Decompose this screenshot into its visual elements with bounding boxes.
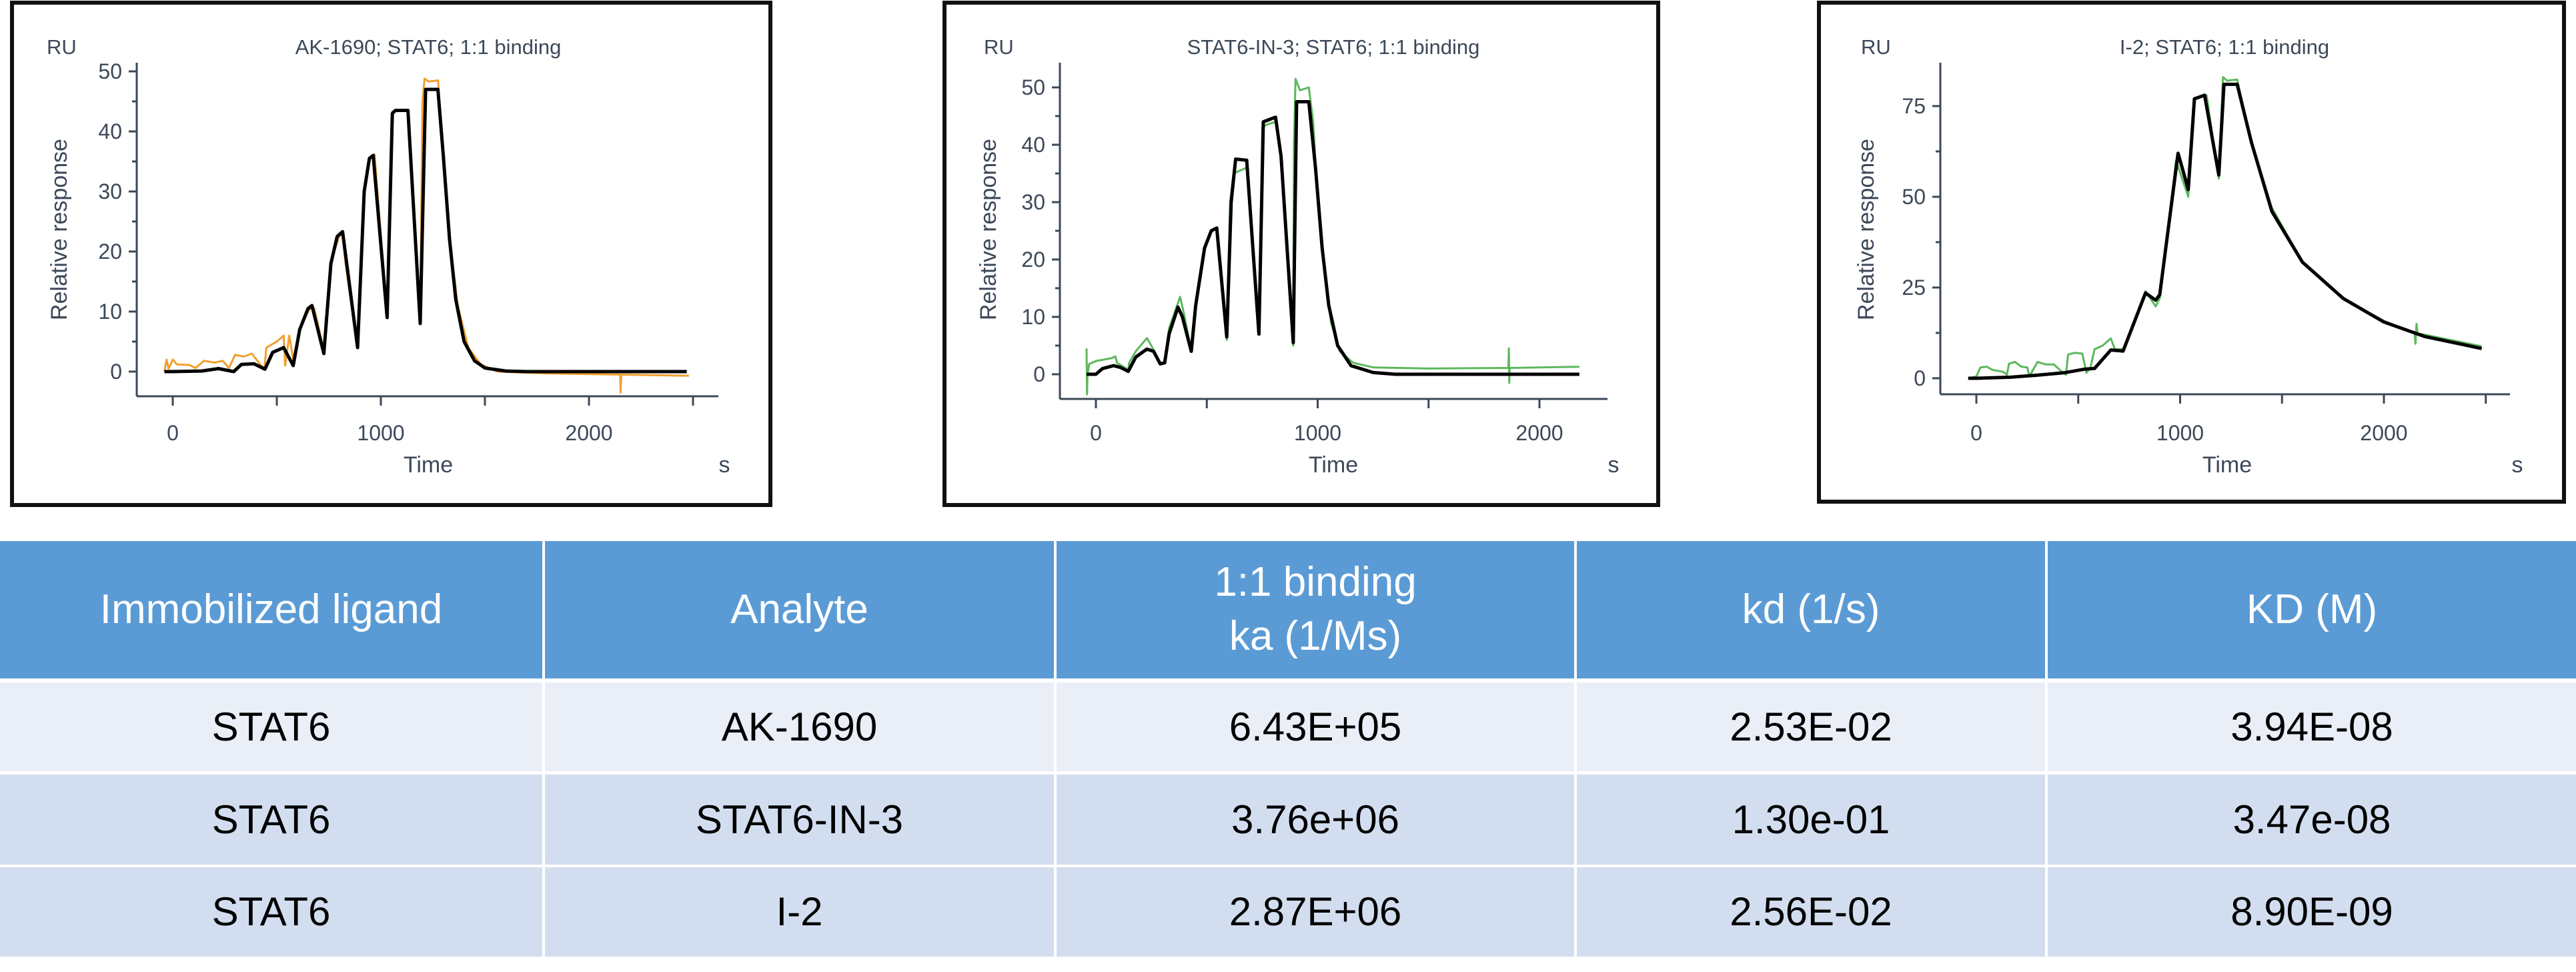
y-axis-label: Relative response <box>976 139 1001 320</box>
y-tick-label: 75 <box>1902 94 1926 118</box>
cell-analyte: I-2 <box>545 867 1054 957</box>
header-ka-unit: ka (1/Ms) <box>1229 613 1402 659</box>
table-row: STAT6 AK-1690 6.43E+05 2.53E-02 3.94E-08 <box>0 682 2576 771</box>
y-unit-label: RU <box>984 35 1014 59</box>
x-axis-label: Time <box>404 452 453 478</box>
cell-KD: 3.94E-08 <box>2048 682 2576 771</box>
header-analyte: Analyte <box>545 541 1054 678</box>
x-tick-label: 1000 <box>357 421 404 445</box>
fit-curve <box>1968 82 2483 380</box>
y-tick-label: 30 <box>98 179 122 203</box>
table-header-row: Immobilized ligand Analyte 1:1 binding k… <box>0 541 2576 678</box>
x-unit-label: s <box>1608 452 1620 478</box>
cell-KD: 8.90E-09 <box>2048 867 2576 957</box>
x-tick-label: 0 <box>1970 421 1982 445</box>
y-unit-label: RU <box>47 35 77 59</box>
header-KD: KD (M) <box>2048 541 2576 678</box>
y-tick-label: 0 <box>110 360 122 384</box>
y-tick-label: 10 <box>98 300 122 324</box>
cell-analyte: AK-1690 <box>545 682 1054 771</box>
cell-KD: 3.47e-08 <box>2048 775 2576 865</box>
sensorgram-chart: 0 25 50 75 0 1000 2000 I-2; STAT6; 1:1 binding R… <box>1817 1 2566 504</box>
x-unit-label: s <box>719 452 730 478</box>
y-tick-label: 25 <box>1902 276 1926 300</box>
y-tick-label: 0 <box>1914 366 1926 390</box>
y-tick-label: 0 <box>1033 362 1045 386</box>
chart-title: I-2; STAT6; 1:1 binding <box>2120 35 2329 59</box>
cell-kd: 1.30e-01 <box>1577 775 2045 865</box>
x-axis-label: Time <box>1309 452 1358 478</box>
y-tick-label: 50 <box>1902 185 1926 209</box>
y-tick-label: 50 <box>1021 75 1045 99</box>
x-tick-label: 1000 <box>2156 421 2204 445</box>
y-unit-label: RU <box>1861 35 1891 59</box>
x-tick-label: 1000 <box>1294 421 1341 445</box>
cell-ka: 6.43E+05 <box>1057 682 1574 771</box>
cell-kd: 2.53E-02 <box>1577 682 2045 771</box>
x-unit-label: s <box>2512 452 2523 478</box>
fit-curve <box>1087 100 1579 376</box>
header-kd: kd (1/s) <box>1577 541 2045 678</box>
header-ka: 1:1 binding ka (1/Ms) <box>1057 541 1574 678</box>
cell-analyte: STAT6-IN-3 <box>545 775 1054 865</box>
y-tick-label: 50 <box>98 59 122 83</box>
chart-frame <box>942 1 1660 507</box>
y-tick-label: 40 <box>1021 133 1045 157</box>
x-axis-label: Time <box>2202 452 2252 478</box>
table-row: STAT6 I-2 2.87E+06 2.56E-02 8.90E-09 <box>0 867 2576 957</box>
y-tick-label: 30 <box>1021 190 1045 214</box>
x-tick-label: 2000 <box>2360 421 2407 445</box>
y-tick-label: 20 <box>98 239 122 264</box>
chart-title: AK-1690; STAT6; 1:1 binding <box>295 35 562 59</box>
x-tick-label: 2000 <box>1515 421 1563 445</box>
x-tick-label: 2000 <box>565 421 612 445</box>
cell-ligand: STAT6 <box>0 682 542 771</box>
table-row: STAT6 STAT6-IN-3 3.76e+06 1.30e-01 3.47e… <box>0 775 2576 865</box>
chart-frame <box>10 1 772 507</box>
y-axis-label: Relative response <box>47 139 72 320</box>
y-axis-label: Relative response <box>1854 139 1879 320</box>
cell-ka: 3.76e+06 <box>1057 775 1574 865</box>
chart-title: STAT6-IN-3; STAT6; 1:1 binding <box>1187 35 1480 59</box>
y-tick-label: 40 <box>98 119 122 143</box>
x-tick-label: 0 <box>1090 421 1102 445</box>
sensorgram-chart: 0 10 20 30 40 50 0 1000 2000 STAT6-IN-3; STAT6; 1… <box>942 1 1660 507</box>
y-tick-label: 20 <box>1021 248 1045 272</box>
x-tick-label: 0 <box>167 421 179 445</box>
cell-ligand: STAT6 <box>0 867 542 957</box>
y-tick-label: 10 <box>1021 305 1045 329</box>
sensorgram-chart: 0 10 20 30 40 50 0 1000 2000 AK-1690; STAT6; 1:1 … <box>10 1 772 507</box>
cell-ka: 2.87E+06 <box>1057 867 1574 957</box>
header-immobilized-ligand: Immobilized ligand <box>0 541 542 678</box>
fit-curve <box>164 87 687 374</box>
cell-kd: 2.56E-02 <box>1577 867 2045 957</box>
cell-ligand: STAT6 <box>0 775 542 865</box>
chart-frame <box>1817 1 2566 504</box>
header-binding-model: 1:1 binding <box>1214 559 1417 606</box>
